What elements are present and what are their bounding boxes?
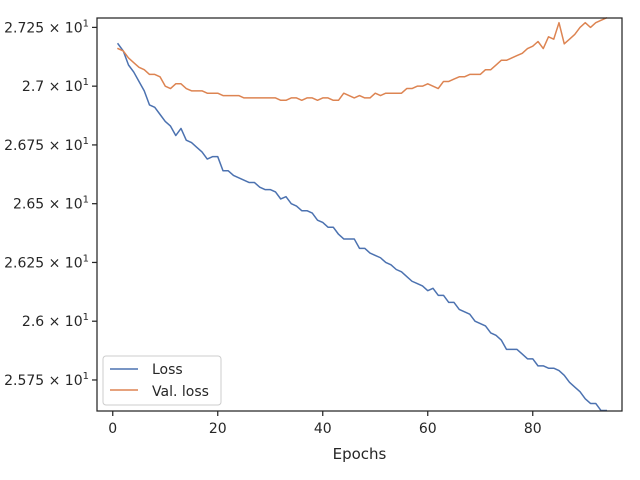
y-tick-label: 2.6 × 101 [22,312,89,330]
y-tick-label: 2.725 × 101 [4,18,89,36]
x-tick-label: 40 [314,421,332,437]
series-line-loss [116,42,607,412]
y-tick-label: 2.675 × 101 [4,136,89,154]
x-tick-label: 20 [209,421,227,437]
plot-frame [96,17,623,412]
y-tick-label: 2.625 × 101 [4,253,89,271]
legend-label-val-loss: Val. loss [152,384,209,400]
x-tick-label: 80 [524,421,542,437]
y-axis: 2.575 × 101 2.6 × 101 2.625 × 101 2.65 × 10… [4,18,97,389]
x-tick-label: 60 [419,421,437,437]
x-axis-title: Epochs [333,445,387,463]
y-tick-label: 2.575 × 101 [4,371,89,389]
y-tick-label: 2.65 × 101 [13,195,89,213]
series-layer [116,17,608,412]
legend: Loss Val. loss [102,355,222,406]
y-tick-label: 2.7 × 101 [22,77,89,95]
series-line-val-loss [117,17,608,102]
x-tick-label: 0 [108,421,117,437]
x-axis: 0 20 40 60 80 [108,411,542,437]
legend-label-loss: Loss [152,362,183,378]
